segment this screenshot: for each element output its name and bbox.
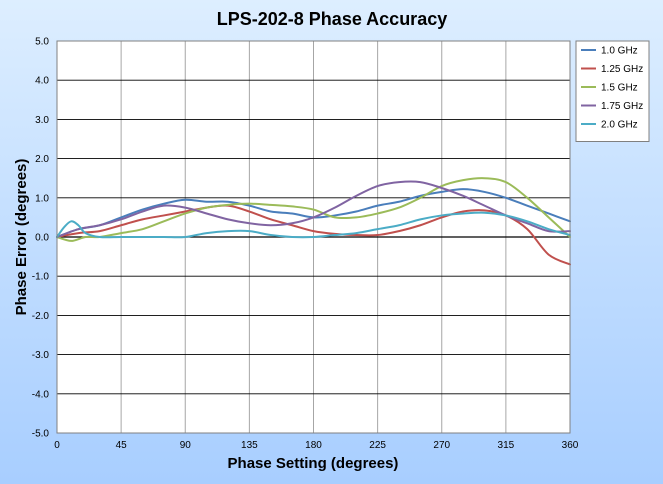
x-axis-label: Phase Setting (degrees) [228,455,399,472]
chart-title: LPS-202-8 Phase Accuracy [217,9,447,29]
legend: 1.0 GHz 1.25 GHz 1.5 GHz 1.75 GHz 2.0 GHz [575,40,650,142]
y-tick-label: -5.0 [32,429,50,440]
series-lines [56,177,571,266]
series-line-3 [56,177,571,242]
y-tick-label: 5.0 [35,37,49,48]
y-tick-label: -3.0 [32,350,50,361]
y-tick-label: 3.0 [35,115,49,126]
legend-entry: 2.0 GHz [601,120,638,131]
x-tick-label: 135 [241,440,258,451]
x-tick-label: 315 [498,440,515,451]
x-tick-label: 0 [54,440,60,451]
legend-entry: 1.5 GHz [601,83,638,94]
series-line-5 [56,211,571,239]
y-tick-label: 1.0 [35,193,49,204]
x-axis-ticks: 0 45 90 135 180 225 270 315 360 [54,440,579,451]
y-tick-label: 4.0 [35,76,49,87]
y-tick-label: -4.0 [32,389,50,400]
x-tick-label: 45 [116,440,128,451]
y-axis-label: Phase Error (degrees) [13,159,30,316]
legend-entry: 1.75 GHz [601,101,643,112]
legend-entry: 1.0 GHz [601,46,638,57]
series-line-2 [56,204,571,266]
y-tick-label: 0.0 [35,233,49,244]
legend-entry: 1.25 GHz [601,64,643,75]
y-tick-label: 2.0 [35,154,49,165]
series-line-4 [56,180,571,238]
y-tick-label: -2.0 [32,311,50,322]
x-tick-label: 90 [180,440,192,451]
plot-border [56,40,571,434]
x-tick-label: 270 [433,440,450,451]
y-axis-ticks: 5.0 4.0 3.0 2.0 1.0 0.0 -1.0 -2.0 -3.0 -4.0 -5.0 [32,37,50,440]
x-tick-label: 225 [369,440,386,451]
y-tick-label: -1.0 [32,272,50,283]
x-tick-label: 180 [305,440,322,451]
x-tick-label: 360 [562,440,579,451]
